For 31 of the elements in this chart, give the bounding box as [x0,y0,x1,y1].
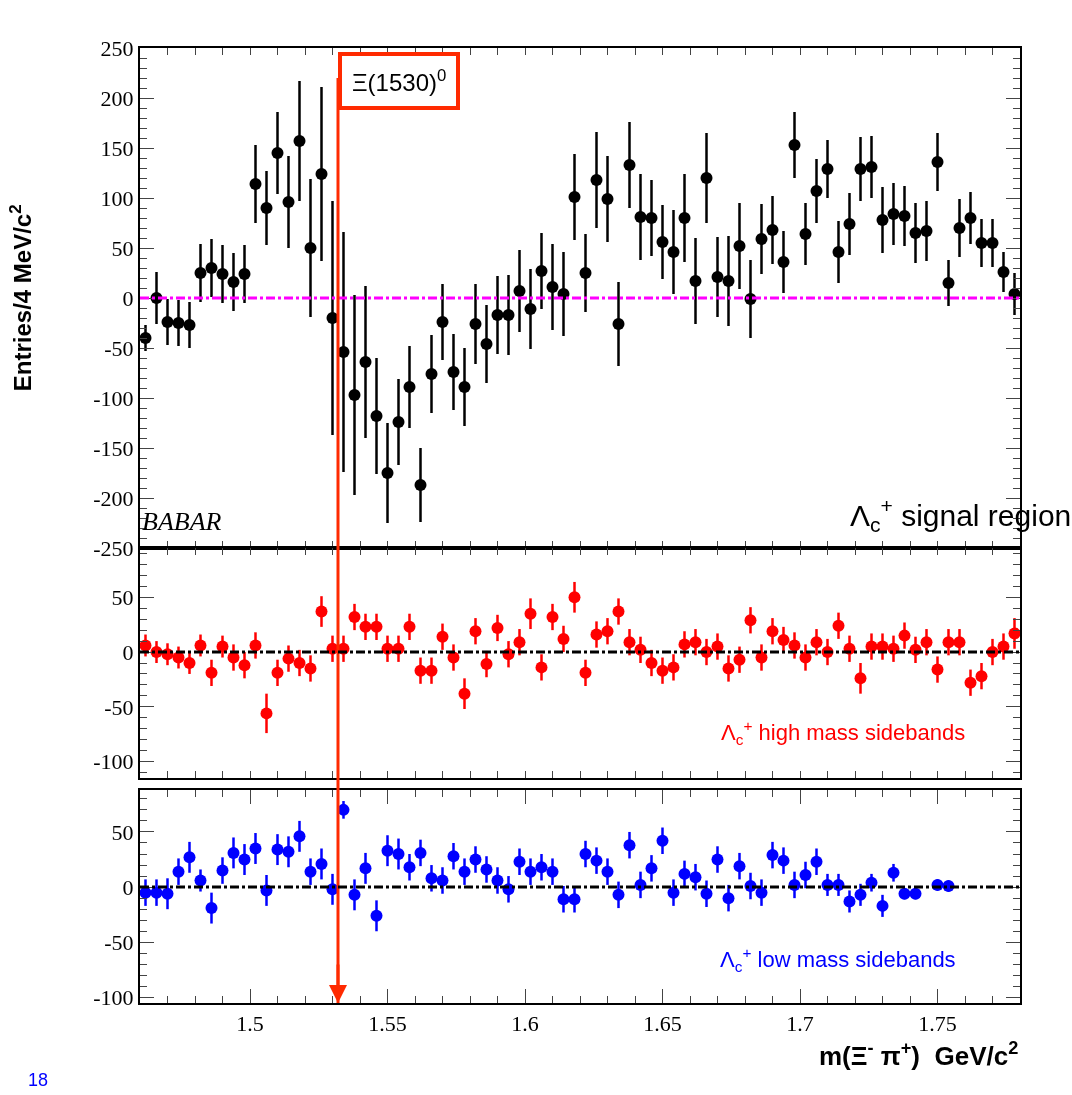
y-tick-label: 100 [100,185,134,211]
y-tick-label: -150 [93,435,134,461]
y-tick-label: -100 [93,985,134,1011]
text: 18 [28,1070,49,1090]
y-tick-label: -200 [93,485,134,511]
x-tick-label: 1.5 [236,1011,264,1037]
y-tick-label: -100 [93,749,134,775]
y-tick-label: -250 [93,535,134,561]
y-tick-label: -50 [104,930,134,955]
y-tick-label: 150 [100,135,134,161]
x-tick-label: 1.65 [643,1011,682,1037]
y-tick-label: -50 [104,694,134,720]
y-tick-label: -50 [104,335,134,361]
annotation: Λ$_{c}$$^{+}$ low mass sidebands [720,944,956,975]
x-tick-label: 1.6 [511,1011,539,1037]
y-tick-label: 50 [111,584,134,610]
x-tick-label: 1.7 [786,1011,814,1037]
x-tick-label: 1.75 [918,1011,957,1037]
y-tick-label: 50 [111,819,134,845]
annotation: Λ$_{c}$$^{+}$ high mass sidebands [721,717,966,748]
y-tick-label: 0 [122,874,134,900]
ref-line-label: Ξ(1530)$^{0}$ [352,66,447,97]
y-tick-label: 200 [100,85,134,111]
x-tick-label: 1.55 [368,1011,407,1037]
x-axis-title: m(Ξ$^{-}$ π$^{+}$) GeV/c$^{2}$ [819,1038,1019,1071]
y-tick-label: 0 [122,639,134,665]
y-tick-label: -100 [93,385,134,411]
annotation: BABAR [142,507,222,536]
y-tick-label: 250 [100,35,134,61]
y-tick-label: 0 [122,285,134,311]
y-tick-label: 50 [111,235,134,261]
